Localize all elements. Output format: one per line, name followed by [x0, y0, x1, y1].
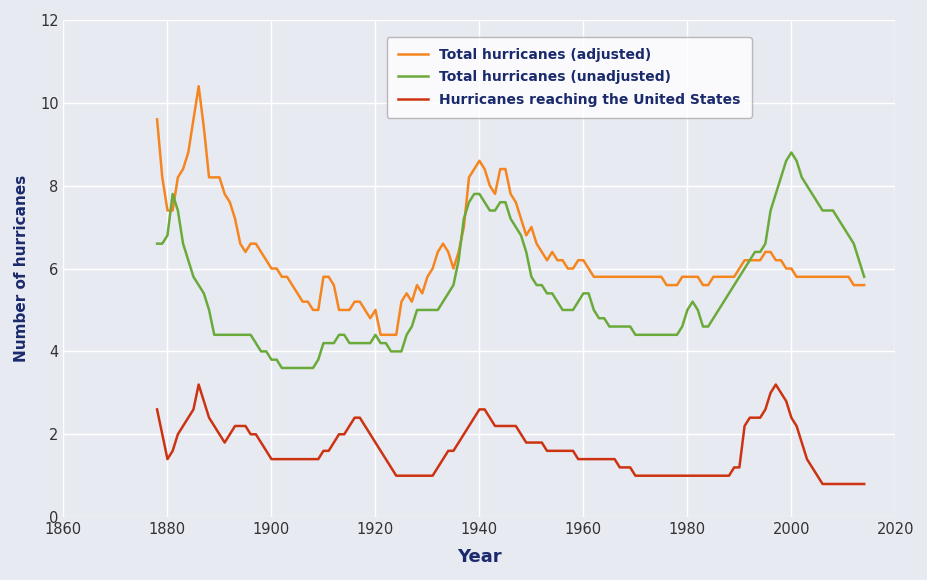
Total hurricanes (unadjusted): [468, 190, 479, 197]
Total hurricanes (adjusted): [422, 273, 433, 280]
Hurricanes reaching the United States: [400, 472, 412, 479]
Total hurricanes (adjusted): [255, 248, 266, 255]
Total hurricanes (unadjusted): [250, 340, 261, 347]
Total hurricanes (unadjusted): [416, 306, 427, 313]
Total hurricanes (adjusted): [406, 298, 417, 305]
Total hurricanes (adjusted): [151, 116, 162, 123]
Line: Total hurricanes (adjusted): Total hurricanes (adjusted): [157, 86, 863, 335]
Legend: Total hurricanes (adjusted), Total hurricanes (unadjusted), Hurricanes reaching : Total hurricanes (adjusted), Total hurri…: [387, 37, 751, 118]
Total hurricanes (adjusted): [707, 273, 718, 280]
Hurricanes reaching the United States: [592, 456, 603, 463]
Hurricanes reaching the United States: [193, 381, 204, 388]
Total hurricanes (unadjusted): [785, 149, 796, 156]
Total hurricanes (unadjusted): [276, 364, 287, 371]
Total hurricanes (adjusted): [193, 83, 204, 90]
Hurricanes reaching the United States: [255, 439, 266, 446]
Total hurricanes (unadjusted): [592, 315, 603, 322]
Hurricanes reaching the United States: [816, 480, 827, 487]
Total hurricanes (adjusted): [474, 157, 485, 164]
Hurricanes reaching the United States: [416, 472, 427, 479]
X-axis label: Year: Year: [457, 548, 502, 566]
Total hurricanes (unadjusted): [702, 323, 713, 330]
Total hurricanes (unadjusted): [400, 331, 412, 338]
Y-axis label: Number of hurricanes: Number of hurricanes: [14, 175, 29, 362]
Hurricanes reaching the United States: [702, 472, 713, 479]
Hurricanes reaching the United States: [857, 480, 869, 487]
Total hurricanes (unadjusted): [151, 240, 162, 247]
Total hurricanes (adjusted): [598, 273, 609, 280]
Total hurricanes (unadjusted): [857, 273, 869, 280]
Line: Hurricanes reaching the United States: Hurricanes reaching the United States: [157, 385, 863, 484]
Line: Total hurricanes (unadjusted): Total hurricanes (unadjusted): [157, 153, 863, 368]
Hurricanes reaching the United States: [468, 414, 479, 421]
Total hurricanes (adjusted): [375, 331, 386, 338]
Hurricanes reaching the United States: [151, 406, 162, 413]
Total hurricanes (adjusted): [857, 282, 869, 289]
